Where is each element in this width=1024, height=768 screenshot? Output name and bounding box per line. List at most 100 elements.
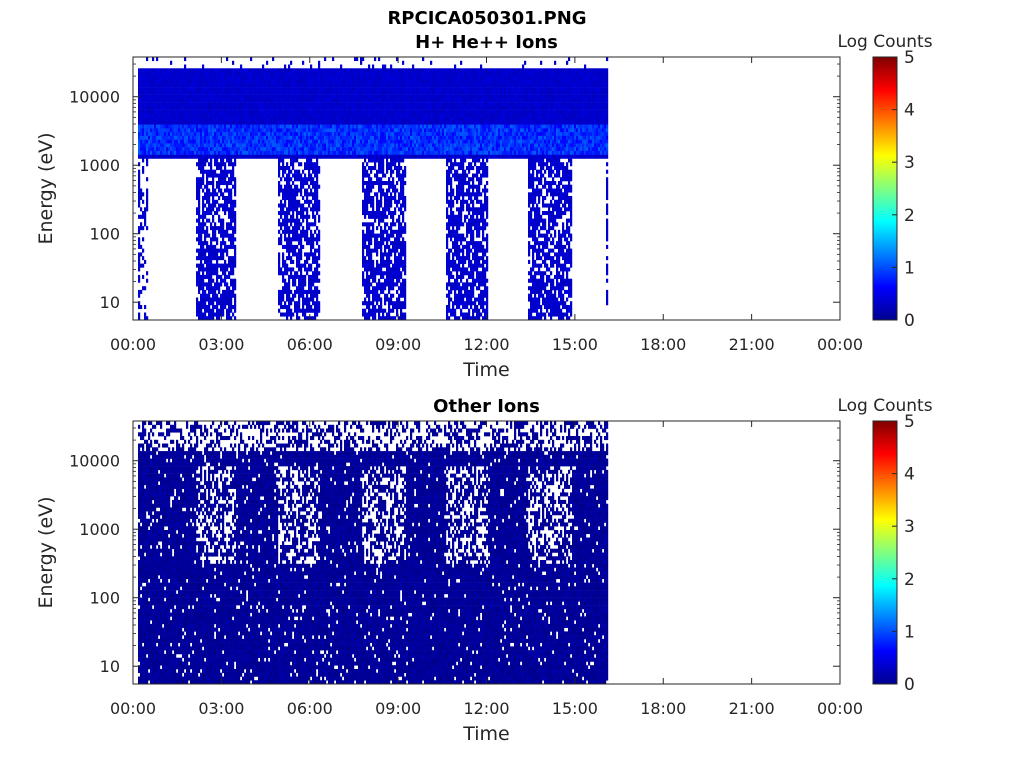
heatmap-cell (184, 72, 186, 76)
heatmap-cell (196, 249, 198, 253)
heatmap-cell (180, 132, 182, 136)
heatmap-cell (212, 170, 214, 174)
heatmap-cell (176, 151, 178, 155)
heatmap-cell (172, 91, 174, 95)
heatmap-cell (202, 222, 204, 226)
heatmap-cell (148, 72, 150, 76)
heatmap-cell (178, 125, 180, 129)
heatmap-cell (222, 271, 224, 275)
heatmap-cell (210, 170, 212, 174)
heatmap-cell (182, 151, 184, 155)
heatmap-cell (188, 113, 190, 117)
heatmap-cell (182, 147, 184, 151)
heatmap-cell (160, 98, 162, 102)
heatmap-cell (200, 241, 202, 245)
heatmap-cell (198, 301, 200, 305)
heatmap-cell (200, 106, 202, 110)
heatmap-cell (206, 91, 208, 95)
heatmap-cell (138, 192, 140, 196)
heatmap-cell (168, 76, 170, 80)
heatmap-cell (206, 241, 208, 245)
heatmap-cell (184, 68, 186, 72)
heatmap-cell (140, 290, 142, 294)
heatmap-cell (156, 140, 158, 144)
heatmap-cell (220, 234, 222, 238)
heatmap-cell (230, 219, 232, 223)
heatmap-cell (152, 57, 154, 61)
heatmap-cell (204, 117, 206, 121)
heatmap-cell (208, 110, 210, 114)
heatmap-cell (216, 286, 218, 290)
heatmap-cell (212, 68, 214, 72)
heatmap-cell (198, 313, 200, 317)
heatmap-cell (218, 76, 220, 80)
heatmap-cell (164, 147, 166, 151)
heatmap-cell (222, 117, 224, 121)
heatmap-cell (198, 219, 200, 223)
heatmap-cell (140, 151, 142, 155)
heatmap-cell (138, 215, 140, 219)
heatmap-cell (140, 76, 142, 80)
heatmap-cell (164, 136, 166, 140)
heatmap-cell (140, 264, 142, 268)
heatmap-cell (196, 76, 198, 80)
heatmap-cell (188, 102, 190, 106)
heatmap-cell (200, 181, 202, 185)
heatmap-cell (208, 309, 210, 313)
heatmap-cell (164, 68, 166, 72)
heatmap-cell (146, 155, 148, 159)
heatmap-cell (228, 143, 230, 147)
heatmap-cell (228, 313, 230, 317)
heatmap-cell (162, 117, 164, 121)
heatmap-cell (220, 192, 222, 196)
heatmap-cell (138, 121, 140, 125)
heatmap-cell (152, 143, 154, 147)
heatmap-cell (216, 110, 218, 114)
heatmap-cell (162, 106, 164, 110)
heatmap-cell (156, 80, 158, 84)
heatmap-cell (142, 80, 144, 84)
heatmap-cell (138, 128, 140, 132)
heatmap-cell (208, 128, 210, 132)
heatmap-cell (190, 80, 192, 84)
heatmap-cell (206, 102, 208, 106)
heatmap-cell (208, 290, 210, 294)
heatmap-cell (170, 147, 172, 151)
heatmap-cell (196, 106, 198, 110)
heatmap-cell (168, 136, 170, 140)
heatmap-cell (190, 125, 192, 129)
heatmap-cell (216, 125, 218, 129)
heatmap-cell (214, 256, 216, 260)
heatmap-cell (146, 207, 148, 211)
heatmap-cell (226, 264, 228, 268)
heatmap-cell (146, 279, 148, 283)
heatmap-cell (188, 95, 190, 99)
heatmap-cell (216, 113, 218, 117)
heatmap-cell (148, 128, 150, 132)
heatmap-cell (192, 91, 194, 95)
heatmap-cell (148, 87, 150, 91)
heatmap-cell (216, 294, 218, 298)
heatmap-cell (222, 128, 224, 132)
heatmap-cell (206, 125, 208, 129)
heatmap-cell (206, 110, 208, 114)
heatmap-cell (212, 91, 214, 95)
heatmap-cell (198, 211, 200, 215)
heatmap-cell (214, 147, 216, 151)
heatmap-cell (146, 95, 148, 99)
heatmap-cell (168, 91, 170, 95)
heatmap-cell (198, 121, 200, 125)
heatmap-cell (230, 279, 232, 283)
heatmap-cell (210, 151, 212, 155)
heatmap-cell (174, 151, 176, 155)
heatmap-cell (206, 147, 208, 151)
heatmap-cell (202, 294, 204, 298)
heatmap-cell (178, 140, 180, 144)
heatmap-cell (146, 204, 148, 208)
heatmap-cell (144, 87, 146, 91)
heatmap-cell (146, 132, 148, 136)
heatmap-cell (214, 83, 216, 87)
heatmap-cell (230, 113, 232, 117)
heatmap-cell (212, 106, 214, 110)
heatmap-cell (172, 95, 174, 99)
